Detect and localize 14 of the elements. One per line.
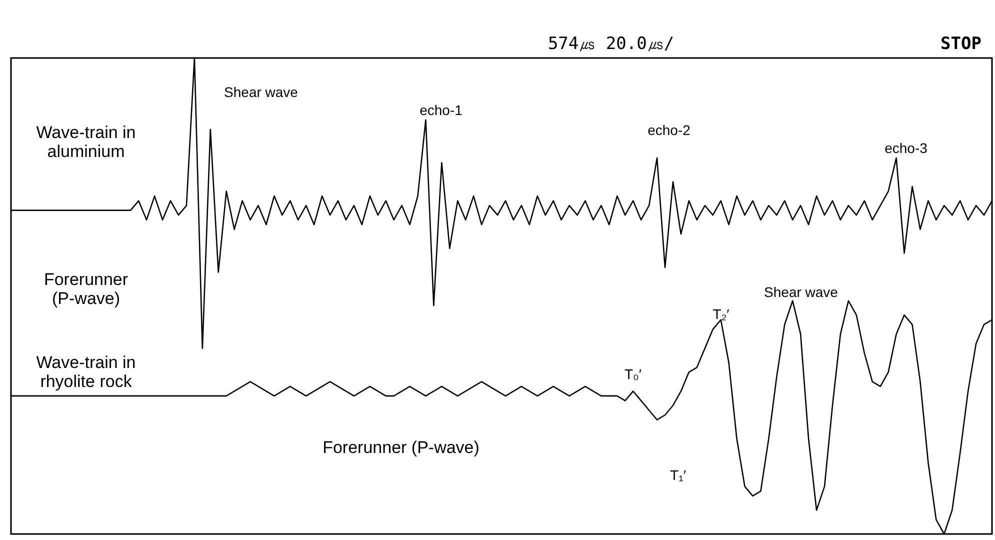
series-label: Wave-train in rhyolite rock (36, 353, 136, 391)
annotation: echo-3 (884, 140, 928, 156)
annotation: echo-1 (420, 102, 463, 118)
annotation: T₁′ (670, 467, 686, 483)
text: 574㎲ 20.0㎲/ (548, 34, 674, 54)
annotation: Forerunner (P-wave) (44, 270, 128, 308)
annotation: T₂′ (712, 306, 730, 322)
annotation: T₀′ (624, 366, 642, 382)
annotation: Shear wave (224, 84, 298, 100)
annotation: echo-2 (648, 122, 691, 138)
text: Wave-train in aluminium (36, 123, 136, 161)
text: STOP (940, 34, 982, 54)
annotation: Forerunner (P-wave) (322, 438, 480, 457)
annotation: Shear wave (764, 284, 838, 300)
